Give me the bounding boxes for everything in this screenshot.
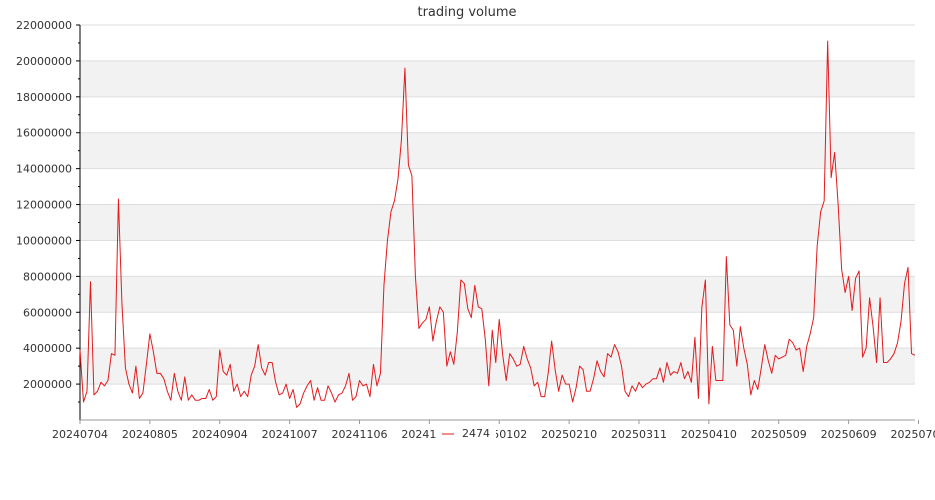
x-tick-label: 20240805 — [122, 428, 178, 441]
y-tick-label: 4000000 — [23, 342, 72, 355]
grid-band — [80, 60, 915, 97]
x-tick-label: 20250509 — [751, 428, 807, 441]
y-tick-label: 18000000 — [16, 91, 72, 104]
y-tick-label: 8000000 — [23, 270, 72, 283]
y-tick-label: 14000000 — [16, 163, 72, 176]
grid-band — [80, 204, 915, 241]
x-tick-label: 20241106 — [331, 428, 387, 441]
y-tick-label: 2000000 — [23, 378, 72, 391]
x-tick-label: 20250609 — [821, 428, 877, 441]
grid-band — [80, 132, 915, 169]
legend: 2474 — [436, 424, 496, 440]
y-tick-label: 20000000 — [16, 55, 72, 68]
series-line — [79, 40, 916, 408]
grid-bands — [80, 60, 915, 385]
y-tick-label: 6000000 — [23, 306, 72, 319]
x-tick-label: 20250704 — [890, 428, 935, 441]
x-tick-label: 20250311 — [611, 428, 667, 441]
y-tick-label: 12000000 — [16, 199, 72, 212]
x-tick-label: 20250410 — [681, 428, 737, 441]
grid-band — [80, 348, 915, 385]
y-tick-label: 22000000 — [16, 19, 72, 32]
chart-title: trading volume — [417, 5, 516, 20]
legend-label: 2474 — [462, 427, 490, 440]
y-tick-label: 10000000 — [16, 234, 72, 247]
series-2474 — [79, 40, 916, 408]
grid-band — [80, 276, 915, 313]
x-tick-label: 20240904 — [192, 428, 248, 441]
y-axis: 2000000 4000000 6000000 8000000 10000000 1200… — [16, 19, 81, 420]
legend-background — [436, 424, 496, 440]
x-tick-label: 20241007 — [262, 428, 318, 441]
x-tick-label: 20240704 — [52, 428, 108, 441]
x-tick-label: 20250210 — [541, 428, 597, 441]
y-tick-label: 16000000 — [16, 127, 72, 140]
grid-lines — [80, 24, 915, 385]
